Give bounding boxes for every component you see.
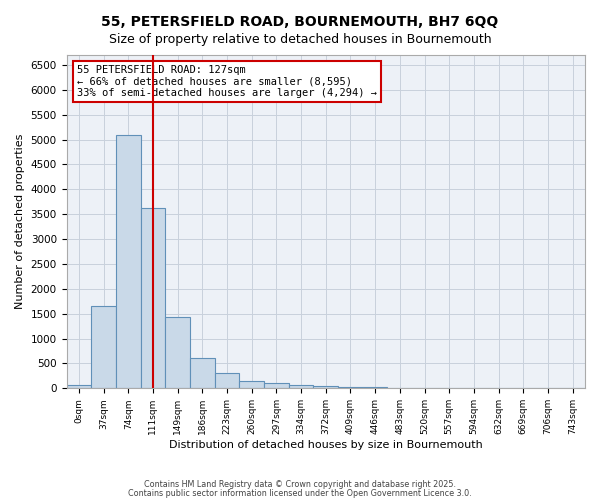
Bar	[116, 134, 140, 388]
Bar	[67, 386, 91, 388]
X-axis label: Distribution of detached houses by size in Bournemouth: Distribution of detached houses by size …	[169, 440, 482, 450]
Text: Size of property relative to detached houses in Bournemouth: Size of property relative to detached ho…	[109, 32, 491, 46]
Y-axis label: Number of detached properties: Number of detached properties	[15, 134, 25, 310]
Bar	[338, 387, 363, 388]
Bar	[313, 386, 338, 388]
Bar	[165, 317, 190, 388]
Text: 55, PETERSFIELD ROAD, BOURNEMOUTH, BH7 6QQ: 55, PETERSFIELD ROAD, BOURNEMOUTH, BH7 6…	[101, 15, 499, 29]
Bar	[239, 381, 264, 388]
Text: Contains HM Land Registry data © Crown copyright and database right 2025.: Contains HM Land Registry data © Crown c…	[144, 480, 456, 489]
Bar	[215, 373, 239, 388]
Bar	[289, 385, 313, 388]
Text: 55 PETERSFIELD ROAD: 127sqm
← 66% of detached houses are smaller (8,595)
33% of : 55 PETERSFIELD ROAD: 127sqm ← 66% of det…	[77, 65, 377, 98]
Bar	[264, 384, 289, 388]
Bar	[91, 306, 116, 388]
Bar	[140, 208, 165, 388]
Bar	[190, 358, 215, 388]
Text: Contains public sector information licensed under the Open Government Licence 3.: Contains public sector information licen…	[128, 488, 472, 498]
